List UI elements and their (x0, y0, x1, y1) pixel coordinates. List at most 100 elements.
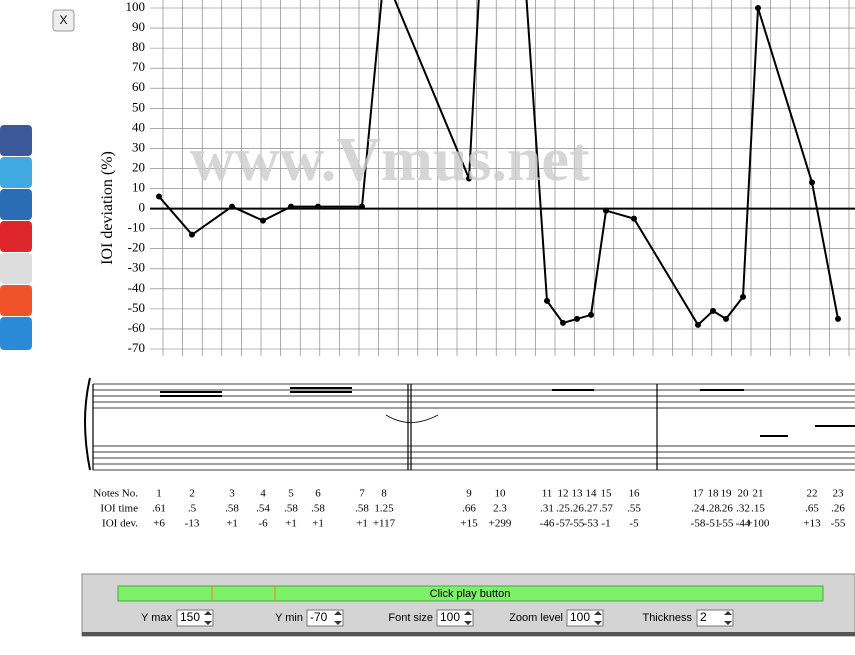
point (588, 311, 594, 318)
field-value: 150 (180, 610, 200, 624)
play-bar[interactable] (117, 585, 824, 602)
note-number: 21 (753, 488, 764, 500)
point (560, 319, 566, 326)
ioi-time: .58 (225, 503, 239, 515)
y-tick-label: 50 (132, 99, 145, 114)
twitter-icon[interactable] (0, 157, 32, 188)
help-icon[interactable] (0, 317, 32, 350)
spinner[interactable] (594, 611, 602, 625)
spinner[interactable] (334, 611, 342, 625)
watermark: www.Vmus.net (190, 126, 590, 194)
plot-area: 1009080706050403020100-10-20-30-40-50-60… (126, 0, 855, 356)
field-box[interactable] (696, 609, 734, 627)
y-tick-label: 80 (132, 39, 145, 54)
ioi-dev: -51 (706, 518, 721, 530)
ioi-time: .26 (719, 503, 733, 515)
field-label: Font size (388, 612, 433, 624)
point (631, 215, 637, 222)
mail-icon[interactable] (0, 253, 32, 284)
point (156, 193, 162, 200)
point (544, 297, 550, 304)
note-number: 7 (359, 488, 365, 500)
note-number: 5 (288, 488, 294, 500)
ioi-dev: -57 (556, 518, 571, 530)
field-box[interactable] (176, 609, 214, 627)
close-button[interactable] (52, 9, 75, 32)
row-label: Notes No. (93, 488, 138, 500)
note-number: 15 (601, 488, 613, 500)
ioi-time: .58 (284, 503, 298, 515)
field-label: Zoom level (509, 612, 563, 624)
spinner[interactable] (724, 611, 732, 625)
note-number: 9 (466, 488, 472, 500)
ioi-dev: -13 (185, 518, 200, 530)
row-label: IOI time (100, 503, 138, 515)
note-number: 22 (807, 488, 818, 500)
field-value: -70 (310, 610, 328, 624)
add-icon[interactable] (0, 285, 32, 316)
field-value: 100 (440, 610, 460, 624)
point (740, 293, 746, 300)
point (315, 203, 321, 210)
point (723, 315, 729, 322)
ioi-time: .26 (570, 503, 584, 515)
ioi-dev: +1 (356, 518, 368, 530)
point (695, 321, 701, 328)
point (466, 175, 472, 182)
note-number: 18 (708, 488, 720, 500)
ioi-dev: -58 (691, 518, 706, 530)
ioi-dev: +117 (373, 518, 396, 530)
spinner[interactable] (204, 611, 212, 625)
y-tick-label: -10 (128, 220, 145, 235)
field-box[interactable] (306, 609, 344, 627)
ioi-dev: +15 (460, 518, 478, 530)
note-number: 19 (721, 488, 733, 500)
note-table: Notes No. IOI time IOI dev. 1 .61 +6 2 .5 -13 3 .5… (93, 488, 845, 530)
favorite-icon[interactable] (0, 189, 32, 220)
y-tick-label: -30 (128, 260, 145, 275)
field-box[interactable] (566, 609, 604, 627)
score (84, 377, 855, 471)
ioi-time: .55 (627, 503, 641, 515)
note-number: 12 (558, 488, 569, 500)
note-number: 3 (229, 488, 235, 500)
note-number: 16 (629, 488, 641, 500)
control-panel (81, 573, 855, 637)
weibo-icon[interactable] (0, 221, 32, 252)
point (229, 203, 235, 210)
point (603, 207, 609, 214)
ioi-dev: -1 (601, 518, 610, 530)
point (359, 203, 365, 210)
controls: Y max 150 Y min -70 Font size 100 Zoom level 10… (141, 609, 734, 627)
ioi-time: .65 (805, 503, 819, 515)
panel-shadow (82, 632, 855, 636)
y-tick-label: 30 (132, 139, 145, 154)
ioi-time: .58 (355, 503, 369, 515)
ioi-time: 1.25 (374, 503, 394, 515)
point (835, 315, 841, 322)
facebook-icon[interactable] (0, 125, 32, 156)
point (260, 217, 266, 224)
share-icons (0, 125, 32, 350)
ioi-dev: -55 (719, 518, 734, 530)
note-number: 13 (572, 488, 584, 500)
spinner[interactable] (464, 611, 472, 625)
field-value: 100 (570, 610, 590, 624)
ioi-time: 2.3 (493, 503, 507, 515)
y-tick-label: 100 (126, 0, 146, 14)
ioi-time: .58 (311, 503, 325, 515)
note-number: 17 (693, 488, 705, 500)
field-box[interactable] (436, 609, 474, 627)
ioi-time: .32 (736, 503, 750, 515)
series (156, 0, 841, 328)
ioi-dev: +1 (312, 518, 324, 530)
ioi-time: .27 (584, 503, 598, 515)
row-label: IOI dev. (102, 518, 138, 530)
ioi-dev: +13 (803, 518, 821, 530)
note-number: 6 (315, 488, 321, 500)
note-number: 10 (495, 488, 507, 500)
field-label: Thickness (642, 612, 692, 624)
ioi-time: .26 (831, 503, 845, 515)
